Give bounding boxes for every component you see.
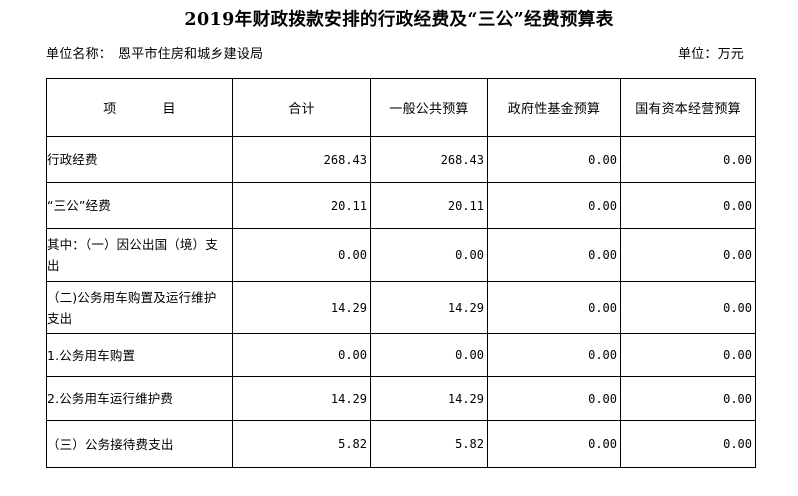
cell-state-capital-operation-budget: 0.00: [620, 376, 756, 421]
cell-government-fund-budget: 0.00: [487, 182, 621, 229]
cell-general-public-budget: 14.29: [370, 281, 488, 334]
cell-total: 0.00: [232, 333, 371, 377]
cell-total: 14.29: [232, 281, 371, 334]
column-header-item-left: 项: [103, 102, 117, 117]
cell-state-capital-operation-budget: 0.00: [620, 333, 756, 377]
budget-table-container: 项目 合计 一般公共预算 政府性基金预算 国有资本经营预算 行政经费 268.43…: [46, 78, 756, 468]
cell-total: 268.43: [232, 136, 371, 183]
table-header: 项目 合计 一般公共预算 政府性基金预算 国有资本经营预算: [46, 78, 756, 137]
cell-government-fund-budget: 0.00: [487, 420, 621, 468]
cell-state-capital-operation-budget: 0.00: [620, 136, 756, 183]
cell-total: 5.82: [232, 420, 371, 468]
table-row: 2.公务用车运行维护费 14.29 14.29 0.00 0.00: [46, 376, 756, 421]
column-header-total: 合计: [232, 78, 371, 137]
cell-total: 0.00: [232, 228, 371, 282]
cell-state-capital-operation-budget: 0.00: [620, 420, 756, 468]
cell-general-public-budget: 268.43: [370, 136, 488, 183]
table-row: 其中：（一）因公出国（境）支出 0.00 0.00 0.00 0.00: [46, 228, 756, 282]
cell-government-fund-budget: 0.00: [487, 281, 621, 334]
cell-general-public-budget: 5.82: [370, 420, 488, 468]
page-title: 2019年财政拨款安排的行政经费及“三公”经费预算表: [184, 10, 614, 30]
cell-government-fund-budget: 0.00: [487, 136, 621, 183]
unit-name-group: 单位名称： 恩平市住房和城乡建设局: [46, 44, 263, 66]
cell-government-fund-budget: 0.00: [487, 376, 621, 421]
column-header-state-capital-operation-budget: 国有资本经营预算: [620, 78, 756, 137]
table-body: 行政经费 268.43 268.43 0.00 0.00 “三公”经费 20.11 20.11…: [46, 136, 756, 468]
cell-government-fund-budget: 0.00: [487, 228, 621, 282]
unit-name-value: 恩平市住房和城乡建设局: [118, 47, 264, 62]
cell-general-public-budget: 0.00: [370, 228, 488, 282]
cell-general-public-budget: 0.00: [370, 333, 488, 377]
row-label: “三公”经费: [46, 182, 233, 229]
budget-table: 项目 合计 一般公共预算 政府性基金预算 国有资本经营预算 行政经费 268.43…: [46, 78, 756, 468]
table-row: 行政经费 268.43 268.43 0.00 0.00: [46, 136, 756, 183]
cell-state-capital-operation-budget: 0.00: [620, 182, 756, 229]
row-label: 1.公务用车购置: [46, 333, 233, 377]
column-header-item-right: 目: [162, 102, 176, 117]
row-label: （三）公务接待费支出: [46, 420, 233, 468]
table-row: 1.公务用车购置 0.00 0.00 0.00 0.00: [46, 333, 756, 377]
cell-total: 14.29: [232, 376, 371, 421]
cell-general-public-budget: 14.29: [370, 376, 488, 421]
table-header-row: 项目 合计 一般公共预算 政府性基金预算 国有资本经营预算: [46, 78, 756, 137]
cell-total: 20.11: [232, 182, 371, 229]
row-label: 2.公务用车运行维护费: [46, 376, 233, 421]
cell-general-public-budget: 20.11: [370, 182, 488, 229]
table-row: （二)公务用车购置及运行维护支出 14.29 14.29 0.00 0.00: [46, 281, 756, 334]
cell-government-fund-budget: 0.00: [487, 333, 621, 377]
table-row: “三公”经费 20.11 20.11 0.00 0.00: [46, 182, 756, 229]
column-header-item: 项目: [46, 78, 233, 137]
row-label: （二)公务用车购置及运行维护支出: [46, 281, 233, 334]
amount-unit-label: 单位：万元: [677, 47, 744, 62]
table-row: （三）公务接待费支出 5.82 5.82 0.00 0.00: [46, 420, 756, 468]
column-header-government-fund-budget: 政府性基金预算: [487, 78, 621, 137]
unit-name-label: 单位名称：: [46, 47, 113, 62]
row-label: 行政经费: [46, 136, 233, 183]
document-meta-row: 单位名称： 恩平市住房和城乡建设局 单位：万元: [46, 44, 756, 66]
row-label: 其中：（一）因公出国（境）支出: [46, 228, 233, 282]
cell-state-capital-operation-budget: 0.00: [620, 228, 756, 282]
cell-state-capital-operation-budget: 0.00: [620, 281, 756, 334]
column-header-general-public-budget: 一般公共预算: [370, 78, 488, 137]
